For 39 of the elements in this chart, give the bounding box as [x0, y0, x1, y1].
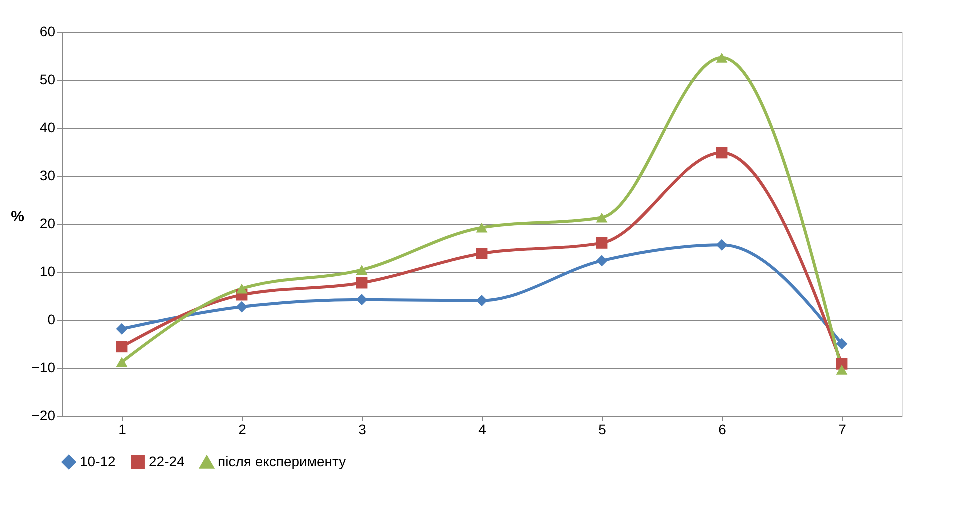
- point: [596, 238, 608, 249]
- y-tick-label: 50: [40, 72, 56, 88]
- y-axis-title: %: [11, 208, 24, 226]
- y-tick-label: 10: [40, 264, 56, 280]
- point: [356, 265, 368, 276]
- point: [716, 52, 728, 63]
- x-tick-label: 6: [718, 422, 727, 438]
- point: [836, 364, 848, 375]
- y-tick-label: 60: [40, 24, 56, 40]
- point: [836, 338, 848, 350]
- y-tick-label: 0: [48, 312, 56, 328]
- x-tick-label: 3: [358, 422, 367, 438]
- point: [356, 277, 368, 289]
- x-tick-label: 5: [598, 422, 607, 438]
- y-tick-label: 40: [40, 120, 56, 136]
- y-tick-label: 20: [40, 216, 56, 232]
- point: [116, 323, 128, 335]
- x-tick-label: 2: [238, 422, 247, 438]
- point: [116, 357, 128, 368]
- x-tick-label: 7: [838, 422, 847, 438]
- point: [236, 301, 248, 313]
- y-tick-label: −10: [32, 360, 56, 376]
- point: [356, 294, 368, 306]
- legend-label: 10-12: [80, 453, 116, 470]
- x-tick-label: 4: [478, 422, 487, 438]
- point: [116, 341, 128, 353]
- legend-label: після експерименту: [218, 454, 346, 470]
- y-tick-label: 30: [40, 168, 56, 184]
- x-tick-label: 1: [118, 422, 127, 438]
- point: [236, 284, 248, 294]
- point: [716, 239, 728, 251]
- point: [596, 212, 608, 223]
- point: [476, 248, 488, 260]
- point: [476, 222, 488, 233]
- point: [476, 295, 488, 306]
- point: [716, 147, 728, 159]
- point: [596, 255, 608, 267]
- legend-label: 22-24: [149, 453, 186, 470]
- y-tick-label: −20: [32, 408, 56, 424]
